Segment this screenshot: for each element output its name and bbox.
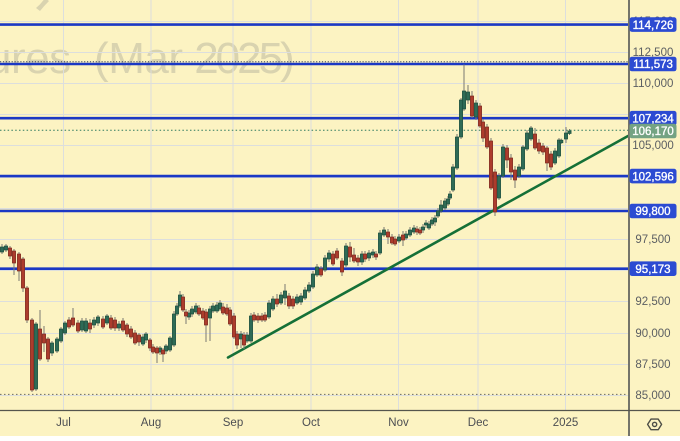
svg-text:Dec: Dec [468, 417, 489, 429]
svg-text:102,596: 102,596 [632, 171, 674, 183]
svg-text:111,573: 111,573 [633, 59, 673, 71]
svg-text:114,726: 114,726 [633, 20, 674, 32]
svg-text:106,170: 106,170 [632, 126, 674, 138]
svg-text:87,500: 87,500 [635, 359, 670, 371]
svg-text:112,500: 112,500 [633, 47, 674, 59]
svg-text:Sep: Sep [223, 417, 243, 429]
svg-text:90,000: 90,000 [635, 328, 670, 340]
svg-text:Aug: Aug [141, 417, 161, 429]
svg-text:Nov: Nov [388, 417, 409, 429]
svg-text:105,000: 105,000 [632, 140, 674, 152]
svg-text:95,173: 95,173 [635, 264, 670, 276]
svg-text:99,800: 99,800 [635, 206, 670, 218]
svg-text:92,500: 92,500 [635, 296, 670, 308]
svg-text:2025: 2025 [553, 417, 579, 429]
svg-text:85,000: 85,000 [635, 390, 670, 402]
svg-text:110,000: 110,000 [633, 78, 674, 90]
svg-text:Jul: Jul [56, 417, 71, 429]
svg-text:Oct: Oct [302, 417, 321, 429]
svg-text:107,234: 107,234 [632, 113, 674, 125]
svg-text:97,500: 97,500 [635, 234, 670, 246]
svg-text:ures (Mar 2025): ures (Mar 2025) [0, 34, 292, 83]
